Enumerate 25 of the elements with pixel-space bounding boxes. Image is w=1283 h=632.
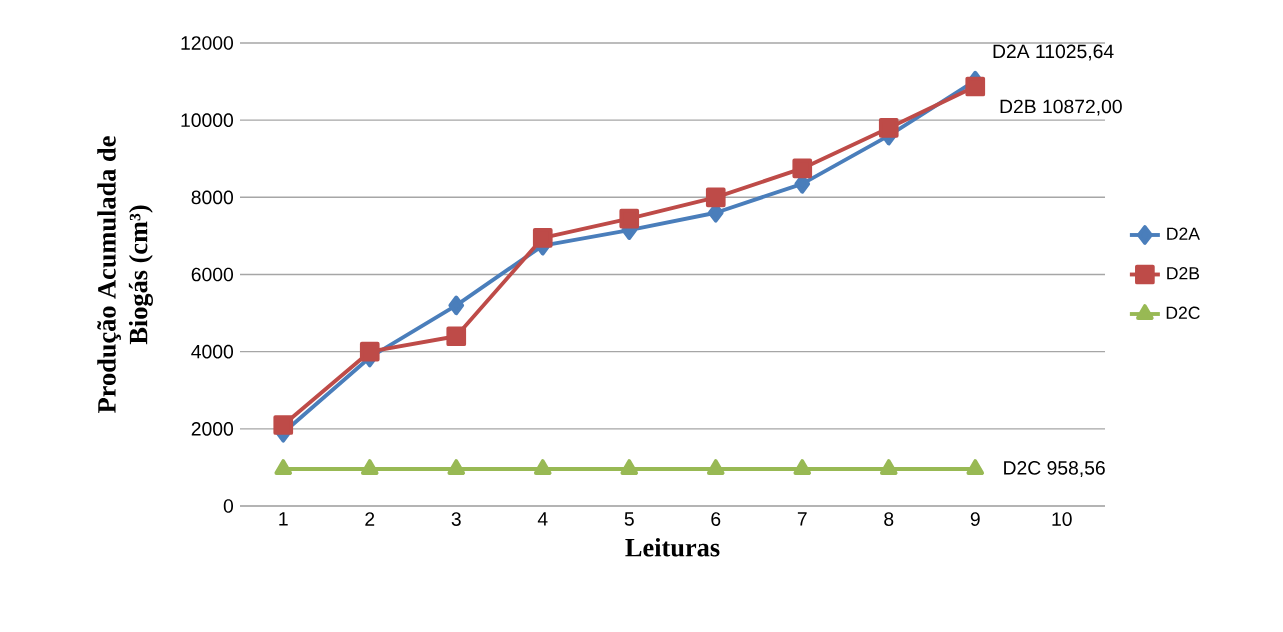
y-tick-label: 12000 bbox=[181, 36, 234, 50]
x-tick-label: 10 bbox=[1052, 512, 1072, 526]
x-tick-label: 2 bbox=[365, 512, 375, 526]
x-tick-label: 6 bbox=[711, 512, 721, 526]
x-tick-label: 7 bbox=[797, 512, 807, 526]
y-tick-label: 8000 bbox=[191, 190, 234, 205]
y-tick-label: 4000 bbox=[191, 344, 234, 359]
x-tick-label: 9 bbox=[970, 512, 980, 526]
annotation: D2B 10872,00 bbox=[1000, 99, 1122, 116]
x-tick-label: 4 bbox=[537, 512, 548, 526]
x-tick-label: 5 bbox=[624, 512, 634, 526]
y-tick-label: 10000 bbox=[181, 113, 234, 128]
annotation: D2A 11025,64 bbox=[993, 44, 1114, 61]
legend-label: D2B bbox=[1167, 267, 1200, 280]
y-axis-title: Produção Acumulada de Biogás (cm³) bbox=[97, 136, 153, 413]
legend-label: D2A bbox=[1167, 227, 1200, 240]
x-tick-label: 3 bbox=[451, 512, 461, 526]
x-axis-title: Leituras bbox=[625, 537, 720, 557]
x-tick-label: 8 bbox=[884, 512, 894, 526]
y-tick-label: 6000 bbox=[191, 267, 234, 282]
x-tick-label: 1 bbox=[279, 512, 288, 526]
y-tick-label: 2000 bbox=[191, 422, 234, 436]
annotation: D2C 958,56 bbox=[1004, 461, 1105, 478]
legend-label: D2C bbox=[1166, 306, 1200, 319]
y-tick-label: 0 bbox=[223, 499, 234, 513]
